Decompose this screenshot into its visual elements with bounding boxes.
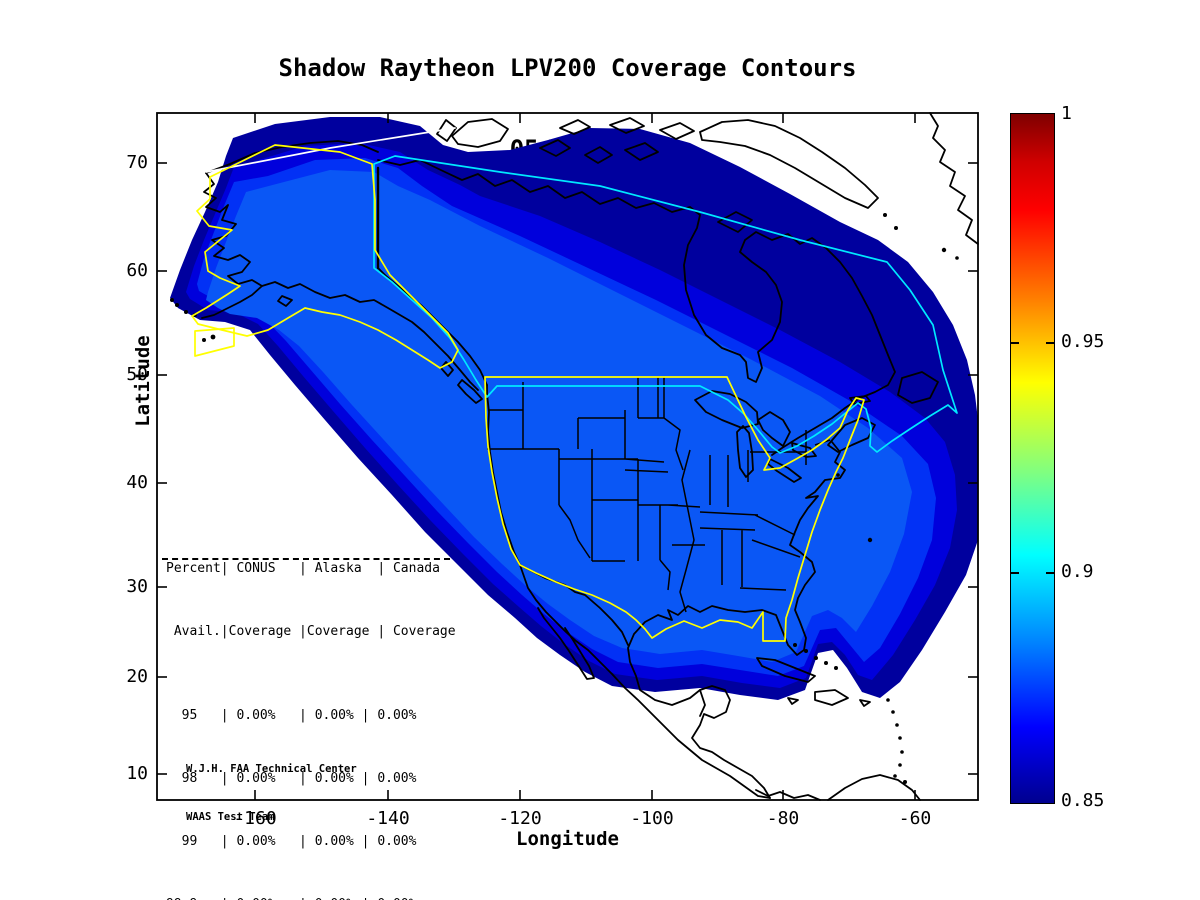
table-row: 99.9 | 0.00% | 0.00% | 0.00% bbox=[166, 894, 456, 900]
greenland-coast bbox=[929, 112, 979, 245]
title-line-1: Shadow Raytheon LPV200 Coverage Contours bbox=[278, 54, 857, 82]
lake-huron bbox=[757, 411, 791, 447]
lat-tick-60: 60 bbox=[126, 260, 148, 281]
lake-superior bbox=[694, 390, 759, 429]
puerto-rico bbox=[859, 699, 871, 707]
yucatan-detail bbox=[699, 689, 706, 717]
vancouver-island bbox=[457, 379, 483, 404]
colorbar-label-09: 0.9 bbox=[1061, 561, 1094, 582]
southampton-island bbox=[717, 211, 753, 233]
venezuela-coast bbox=[827, 774, 921, 801]
white-boundary-line bbox=[205, 127, 456, 173]
colorbar-label-1: 1 bbox=[1061, 103, 1072, 124]
hispaniola bbox=[814, 689, 849, 706]
arctic-island-6 bbox=[659, 122, 695, 140]
table-divider bbox=[162, 558, 450, 560]
baffin-island bbox=[699, 119, 879, 209]
axis-tick-marks bbox=[157, 113, 978, 800]
credit-annotation: W.J.H. FAA Technical Center WAAS Test Te… bbox=[186, 729, 357, 857]
service-region-outlines bbox=[191, 127, 958, 642]
alaska-south-coast bbox=[261, 281, 479, 391]
us-east-gulf-mexico-coast bbox=[627, 441, 846, 799]
lon-tick--140: -140 bbox=[366, 808, 410, 829]
table-header-row-2: Avail.|Coverage |Coverage | Coverage bbox=[166, 624, 456, 639]
small-islands bbox=[170, 213, 959, 784]
banks-island bbox=[436, 119, 457, 142]
availability-coverage-table: Percent| CONUS | Alaska | Canada Avail.|… bbox=[162, 516, 456, 900]
arctic-island-2 bbox=[584, 146, 613, 164]
arctic-island-1 bbox=[539, 139, 571, 157]
lat-tick-10: 10 bbox=[126, 763, 148, 784]
lat-tick-70: 70 bbox=[126, 152, 148, 173]
lon-tick--80: -80 bbox=[766, 808, 800, 829]
canada-arctic-coast-hudson-bay bbox=[377, 159, 896, 456]
colorbar-tick-09-left bbox=[1011, 572, 1019, 574]
colorbar bbox=[1010, 113, 1055, 804]
baja-california bbox=[537, 607, 595, 680]
colorbar-tick-09-right bbox=[1046, 572, 1054, 574]
table-row: 99 | 0.00% | 0.00% | 0.00% bbox=[166, 834, 417, 849]
conus-region-outline bbox=[484, 376, 865, 642]
newfoundland bbox=[897, 371, 939, 404]
colorbar-tick-095-right bbox=[1046, 342, 1054, 344]
plot-box-border bbox=[156, 112, 979, 801]
lat-tick-50: 50 bbox=[126, 364, 148, 385]
nova-scotia bbox=[827, 417, 876, 453]
table-row: 98 | 0.00% | 0.00% | 0.00% bbox=[166, 771, 417, 786]
central-america-pacific-coast bbox=[519, 564, 771, 799]
lake-ontario bbox=[791, 442, 817, 458]
alaska-west-coast bbox=[201, 172, 263, 319]
victoria-island bbox=[451, 118, 509, 148]
credit-line-2: WAAS Test Team bbox=[186, 811, 275, 823]
lon-tick--120: -120 bbox=[498, 808, 542, 829]
cuba bbox=[756, 657, 816, 683]
lat-tick-30: 30 bbox=[126, 576, 148, 597]
lake-erie bbox=[767, 458, 802, 483]
credit-line-1: W.J.H. FAA Technical Center bbox=[186, 763, 357, 775]
arctic-island-5 bbox=[609, 117, 645, 134]
lat-tick-40: 40 bbox=[126, 472, 148, 493]
arctic-island-3 bbox=[624, 142, 659, 161]
us-west-coast bbox=[486, 384, 521, 566]
lake-michigan bbox=[736, 425, 754, 478]
colorbar-label-085: 0.85 bbox=[1061, 790, 1105, 811]
lat-tick-20: 20 bbox=[126, 666, 148, 687]
state-borders bbox=[487, 377, 831, 613]
table-header-row-1: Percent| CONUS | Alaska | Canada bbox=[166, 561, 440, 576]
colorbar-label-095: 0.95 bbox=[1061, 331, 1105, 352]
kodiak-island bbox=[277, 295, 293, 307]
table-row: 95 | 0.00% | 0.00% | 0.00% bbox=[166, 708, 417, 723]
arctic-island-4 bbox=[559, 119, 591, 135]
canada-region-outline bbox=[373, 155, 958, 454]
lon-tick--100: -100 bbox=[630, 808, 674, 829]
great-lakes bbox=[694, 390, 817, 483]
colorbar-tick-095-left bbox=[1011, 342, 1019, 344]
x-axis-label: Longitude bbox=[516, 828, 619, 850]
west-aleutian-region-box bbox=[194, 327, 235, 357]
contour-bands bbox=[170, 117, 978, 700]
jamaica bbox=[787, 697, 799, 705]
contour-band-0.88 bbox=[206, 170, 912, 662]
panama-colombia-coast bbox=[755, 789, 821, 801]
lon-tick--160: -160 bbox=[233, 808, 277, 829]
lon-tick--60: -60 bbox=[898, 808, 932, 829]
alaska-region-outline bbox=[191, 144, 459, 369]
